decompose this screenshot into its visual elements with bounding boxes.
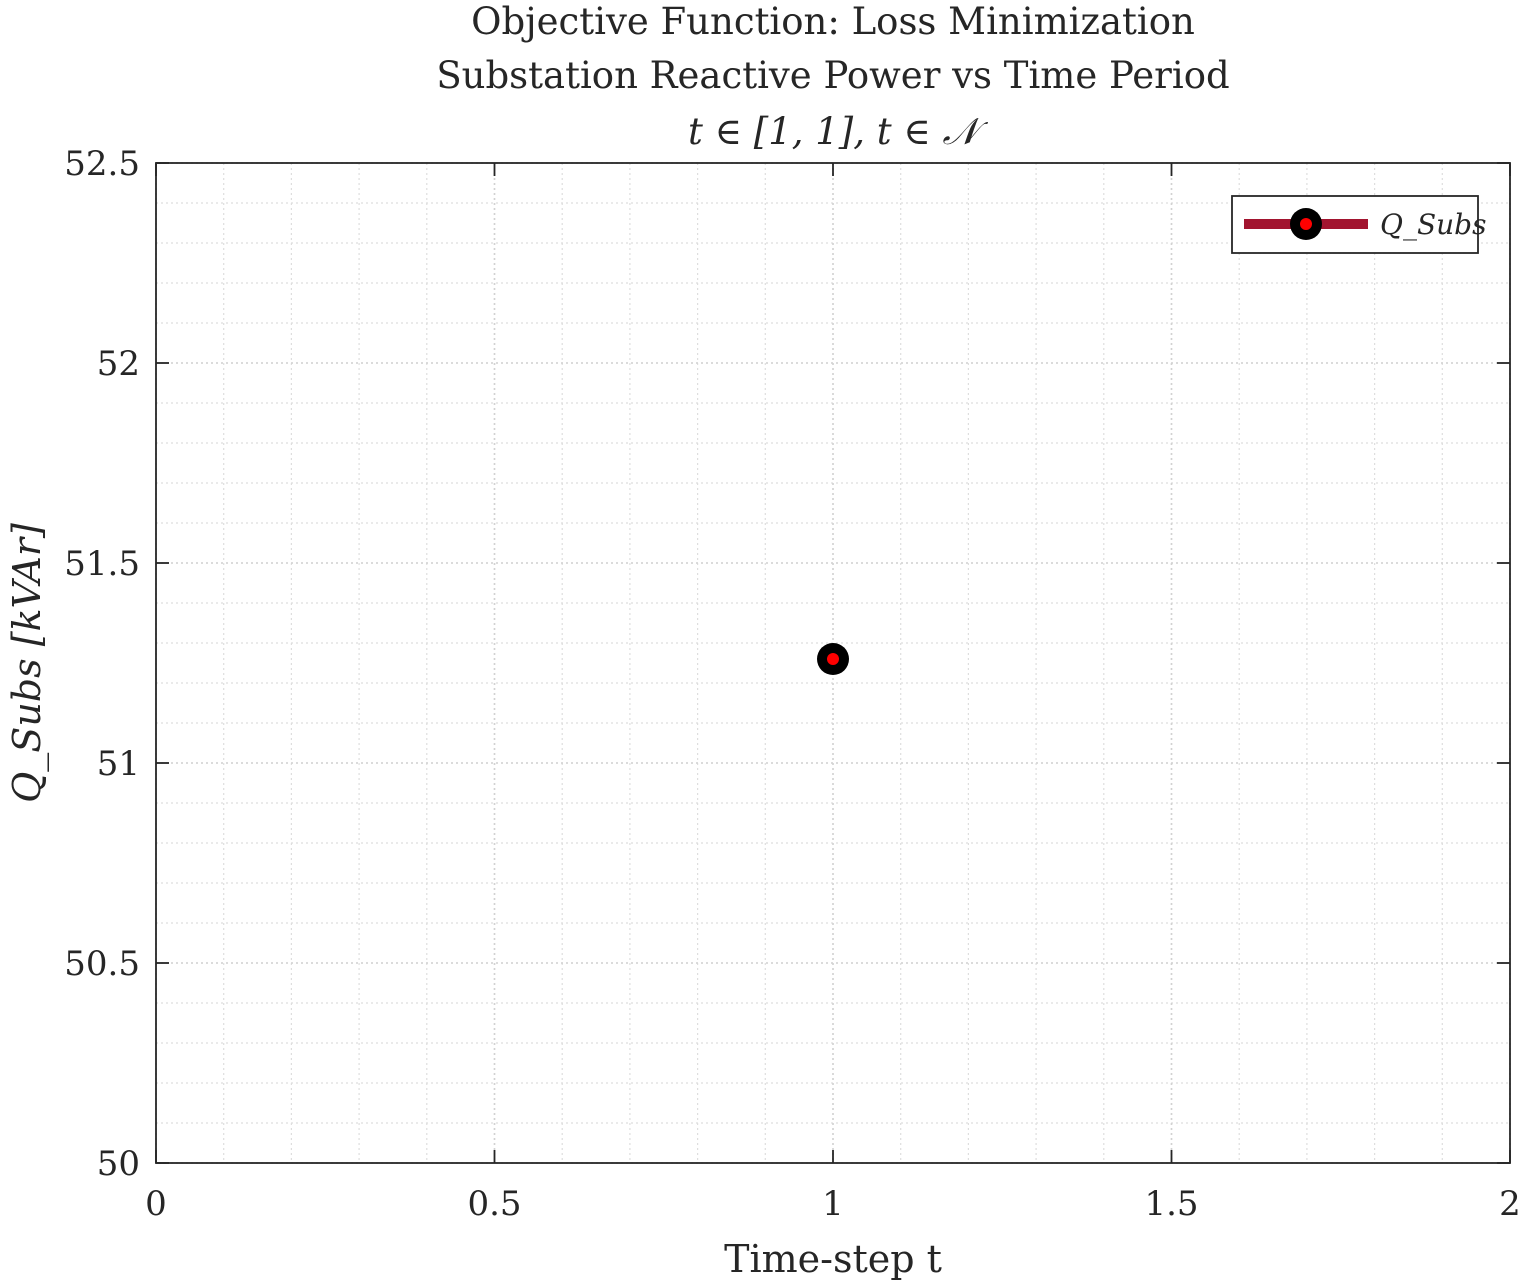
x-tick-label: 0.5 [467, 1184, 521, 1224]
x-tick-label: 2 [1499, 1184, 1521, 1224]
y-tick-label: 51.5 [64, 544, 140, 584]
series-layer [817, 643, 849, 675]
chart-title: Objective Function: Loss Minimization Su… [436, 0, 1229, 153]
x-tick-label: 1.5 [1144, 1184, 1198, 1224]
chart-title-line-2: Substation Reactive Power vs Time Period [436, 54, 1229, 97]
legend: Q_Subs [1231, 195, 1486, 254]
y-tick-labels: 50 50.5 51 51.5 52 52.5 [64, 144, 140, 1184]
chart-title-line-1: Objective Function: Loss Minimization [471, 0, 1195, 43]
legend-marker-inner [1300, 218, 1312, 230]
legend-label: Q_Subs [1380, 208, 1486, 241]
chart-title-line-3: t ∈ [1, 1], t ∈ 𝒩 [688, 110, 989, 153]
y-tick-label: 50.5 [64, 944, 140, 984]
y-tick-label: 51 [97, 744, 140, 784]
x-tick-label: 1 [822, 1184, 844, 1224]
data-point-marker-center [827, 653, 839, 665]
y-tick-label: 50 [97, 1144, 140, 1184]
axes-box [155, 162, 1511, 1164]
y-axis-label: Q_Subs [kVAr] [5, 523, 50, 803]
y-tick-label: 52.5 [64, 144, 140, 184]
x-axis-label: Time-step t [724, 1237, 942, 1281]
y-tick-label: 52 [97, 344, 140, 384]
x-tick-label: 0 [145, 1184, 167, 1224]
x-tick-labels: 0 0.5 1 1.5 2 [145, 1184, 1521, 1224]
